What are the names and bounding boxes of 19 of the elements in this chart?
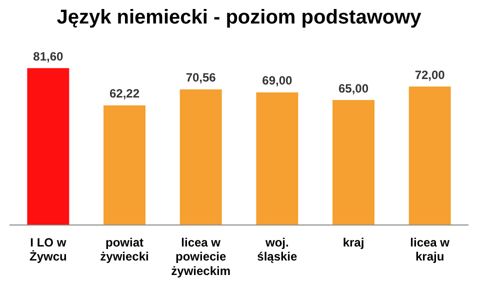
data-label: 70,56 bbox=[186, 70, 216, 85]
data-label: 81,60 bbox=[33, 49, 64, 64]
bar bbox=[408, 86, 451, 225]
bar bbox=[256, 92, 298, 225]
chart-title: Język niemiecki - poziom podstawowy bbox=[56, 6, 422, 29]
data-label: 69,00 bbox=[262, 74, 293, 88]
x-tick-label: I LO w Żywcu bbox=[29, 235, 67, 264]
data-label: 65,00 bbox=[338, 81, 369, 96]
data-label: 72,00 bbox=[414, 68, 446, 82]
x-tick-label: woj. śląskie bbox=[257, 235, 298, 264]
bar bbox=[180, 89, 222, 225]
bar bbox=[104, 105, 146, 225]
bar bbox=[332, 100, 374, 225]
x-tick-label: licea w kraju bbox=[410, 235, 450, 264]
data-label: 62,22 bbox=[109, 86, 140, 101]
x-tick-label: powiat żywiecki bbox=[100, 235, 149, 264]
x-tick-label: licea w powiecie żywieckim bbox=[171, 235, 231, 278]
bar bbox=[27, 68, 70, 225]
x-tick-label: kraj bbox=[342, 235, 364, 250]
